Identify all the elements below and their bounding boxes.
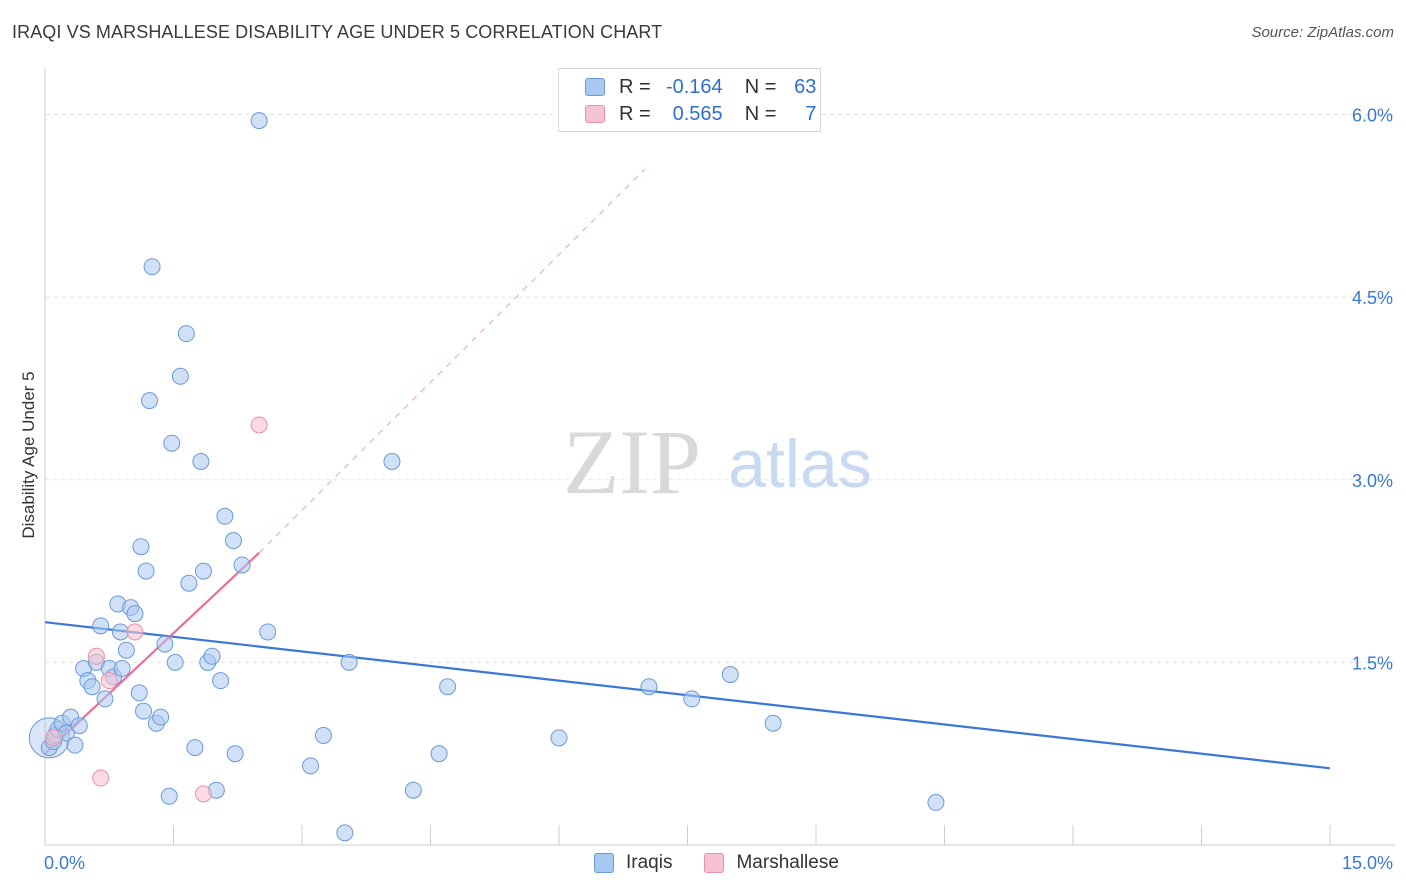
data-points [28, 112, 945, 842]
point-iraqis [683, 690, 701, 708]
point-iraqis [135, 702, 153, 720]
point-marshallese [87, 647, 105, 665]
stats-legend: R = -0.164 N = 63 R = 0.565 N = 7 [558, 68, 821, 132]
point-iraqis [96, 690, 114, 708]
point-iraqis [927, 793, 945, 811]
point-iraqis [113, 659, 131, 677]
chart-title: IRAQI VS MARSHALLESE DISABILITY AGE UNDE… [12, 22, 663, 42]
point-iraqis [340, 653, 358, 671]
point-iraqis [143, 258, 161, 276]
legend-item-marshallese[interactable]: Marshallese [704, 852, 839, 874]
point-iraqis [163, 434, 181, 452]
point-iraqis [216, 507, 234, 525]
legend-r-label: R = [619, 102, 651, 125]
point-iraqis [126, 605, 144, 623]
point-iraqis [152, 708, 170, 726]
legend-item-iraqis[interactable]: Iraqis [594, 852, 672, 874]
point-iraqis [212, 672, 230, 690]
legend-n-label: N = [744, 75, 777, 98]
point-iraqis [70, 717, 88, 735]
point-iraqis [130, 684, 148, 702]
point-iraqis [640, 678, 658, 696]
gridlines [45, 114, 1395, 663]
point-iraqis [224, 532, 242, 550]
point-marshallese [194, 785, 212, 803]
point-iraqis [226, 745, 244, 763]
watermark-zip: ZIP [563, 411, 701, 513]
legend-swatch-marshallese [704, 853, 725, 873]
point-iraqis [66, 736, 84, 754]
point-iraqis [177, 325, 195, 343]
x-tick-label: 15.0% [1342, 853, 1393, 873]
point-iraqis [92, 617, 110, 635]
point-iraqis [117, 641, 135, 659]
axes [44, 68, 1395, 846]
point-iraqis [259, 623, 277, 641]
watermark-atlas: atlas [728, 426, 872, 502]
point-iraqis [336, 824, 354, 842]
point-iraqis [192, 453, 210, 470]
point-marshallese [45, 729, 63, 747]
point-iraqis [550, 729, 568, 747]
series-legend: Iraqis Marshallese [594, 852, 871, 874]
legend-n-value: 7 [805, 102, 817, 125]
y-axis-title: Disability Age Under 5 [19, 371, 38, 538]
point-iraqis [156, 635, 174, 653]
point-iraqis [141, 392, 159, 410]
point-iraqis [132, 538, 150, 556]
point-iraqis [250, 112, 268, 130]
legend-row-marshallese: R = 0.565 N = 7 [585, 102, 816, 126]
point-marshallese [100, 672, 118, 690]
legend-r-value: -0.164 [665, 75, 723, 98]
legend-n-value: 63 [794, 75, 817, 98]
legend-row-iraqis: R = -0.164 N = 63 [585, 75, 816, 99]
legend-swatch-marshallese [585, 105, 605, 123]
point-iraqis [180, 574, 198, 592]
point-iraqis [383, 453, 401, 470]
point-iraqis [404, 781, 422, 799]
legend-swatch-iraqis [585, 78, 605, 96]
point-iraqis [721, 666, 739, 684]
point-iraqis [439, 678, 457, 696]
y-tick-label: 1.5% [1352, 653, 1393, 673]
point-marshallese [250, 416, 268, 434]
axis-labels: 1.5% 3.0% 4.5% 6.0% 0.0% 15.0% Disability Age … [19, 106, 1393, 873]
legend-n-label: N = [744, 102, 777, 125]
point-iraqis [171, 367, 189, 385]
point-iraqis [83, 678, 101, 696]
legend-swatch-iraqis [594, 853, 614, 873]
point-iraqis [194, 562, 212, 580]
source-label: Source: ZipAtlas.com [1251, 24, 1394, 41]
y-tick-label: 4.5% [1352, 288, 1393, 308]
point-marshallese [92, 769, 110, 787]
legend-label-iraqis: Iraqis [626, 852, 673, 873]
legend-r-label: R = [619, 75, 651, 98]
legend-label-marshallese: Marshallese [736, 852, 839, 873]
x-tick-label: 0.0% [44, 853, 85, 873]
point-iraqis [203, 647, 221, 665]
point-iraqis [430, 745, 448, 763]
point-iraqis [160, 787, 178, 805]
point-iraqis [186, 739, 204, 757]
point-marshallese [126, 623, 144, 641]
legend-r-value: 0.565 [672, 102, 723, 125]
point-iraqis [137, 562, 155, 580]
point-iraqis [302, 757, 320, 775]
point-iraqis [764, 714, 782, 732]
y-tick-label: 3.0% [1352, 471, 1393, 491]
point-iraqis [233, 556, 251, 574]
point-iraqis [111, 623, 129, 641]
point-iraqis [166, 653, 184, 671]
y-tick-label: 6.0% [1352, 106, 1393, 126]
point-iraqis [314, 726, 332, 744]
